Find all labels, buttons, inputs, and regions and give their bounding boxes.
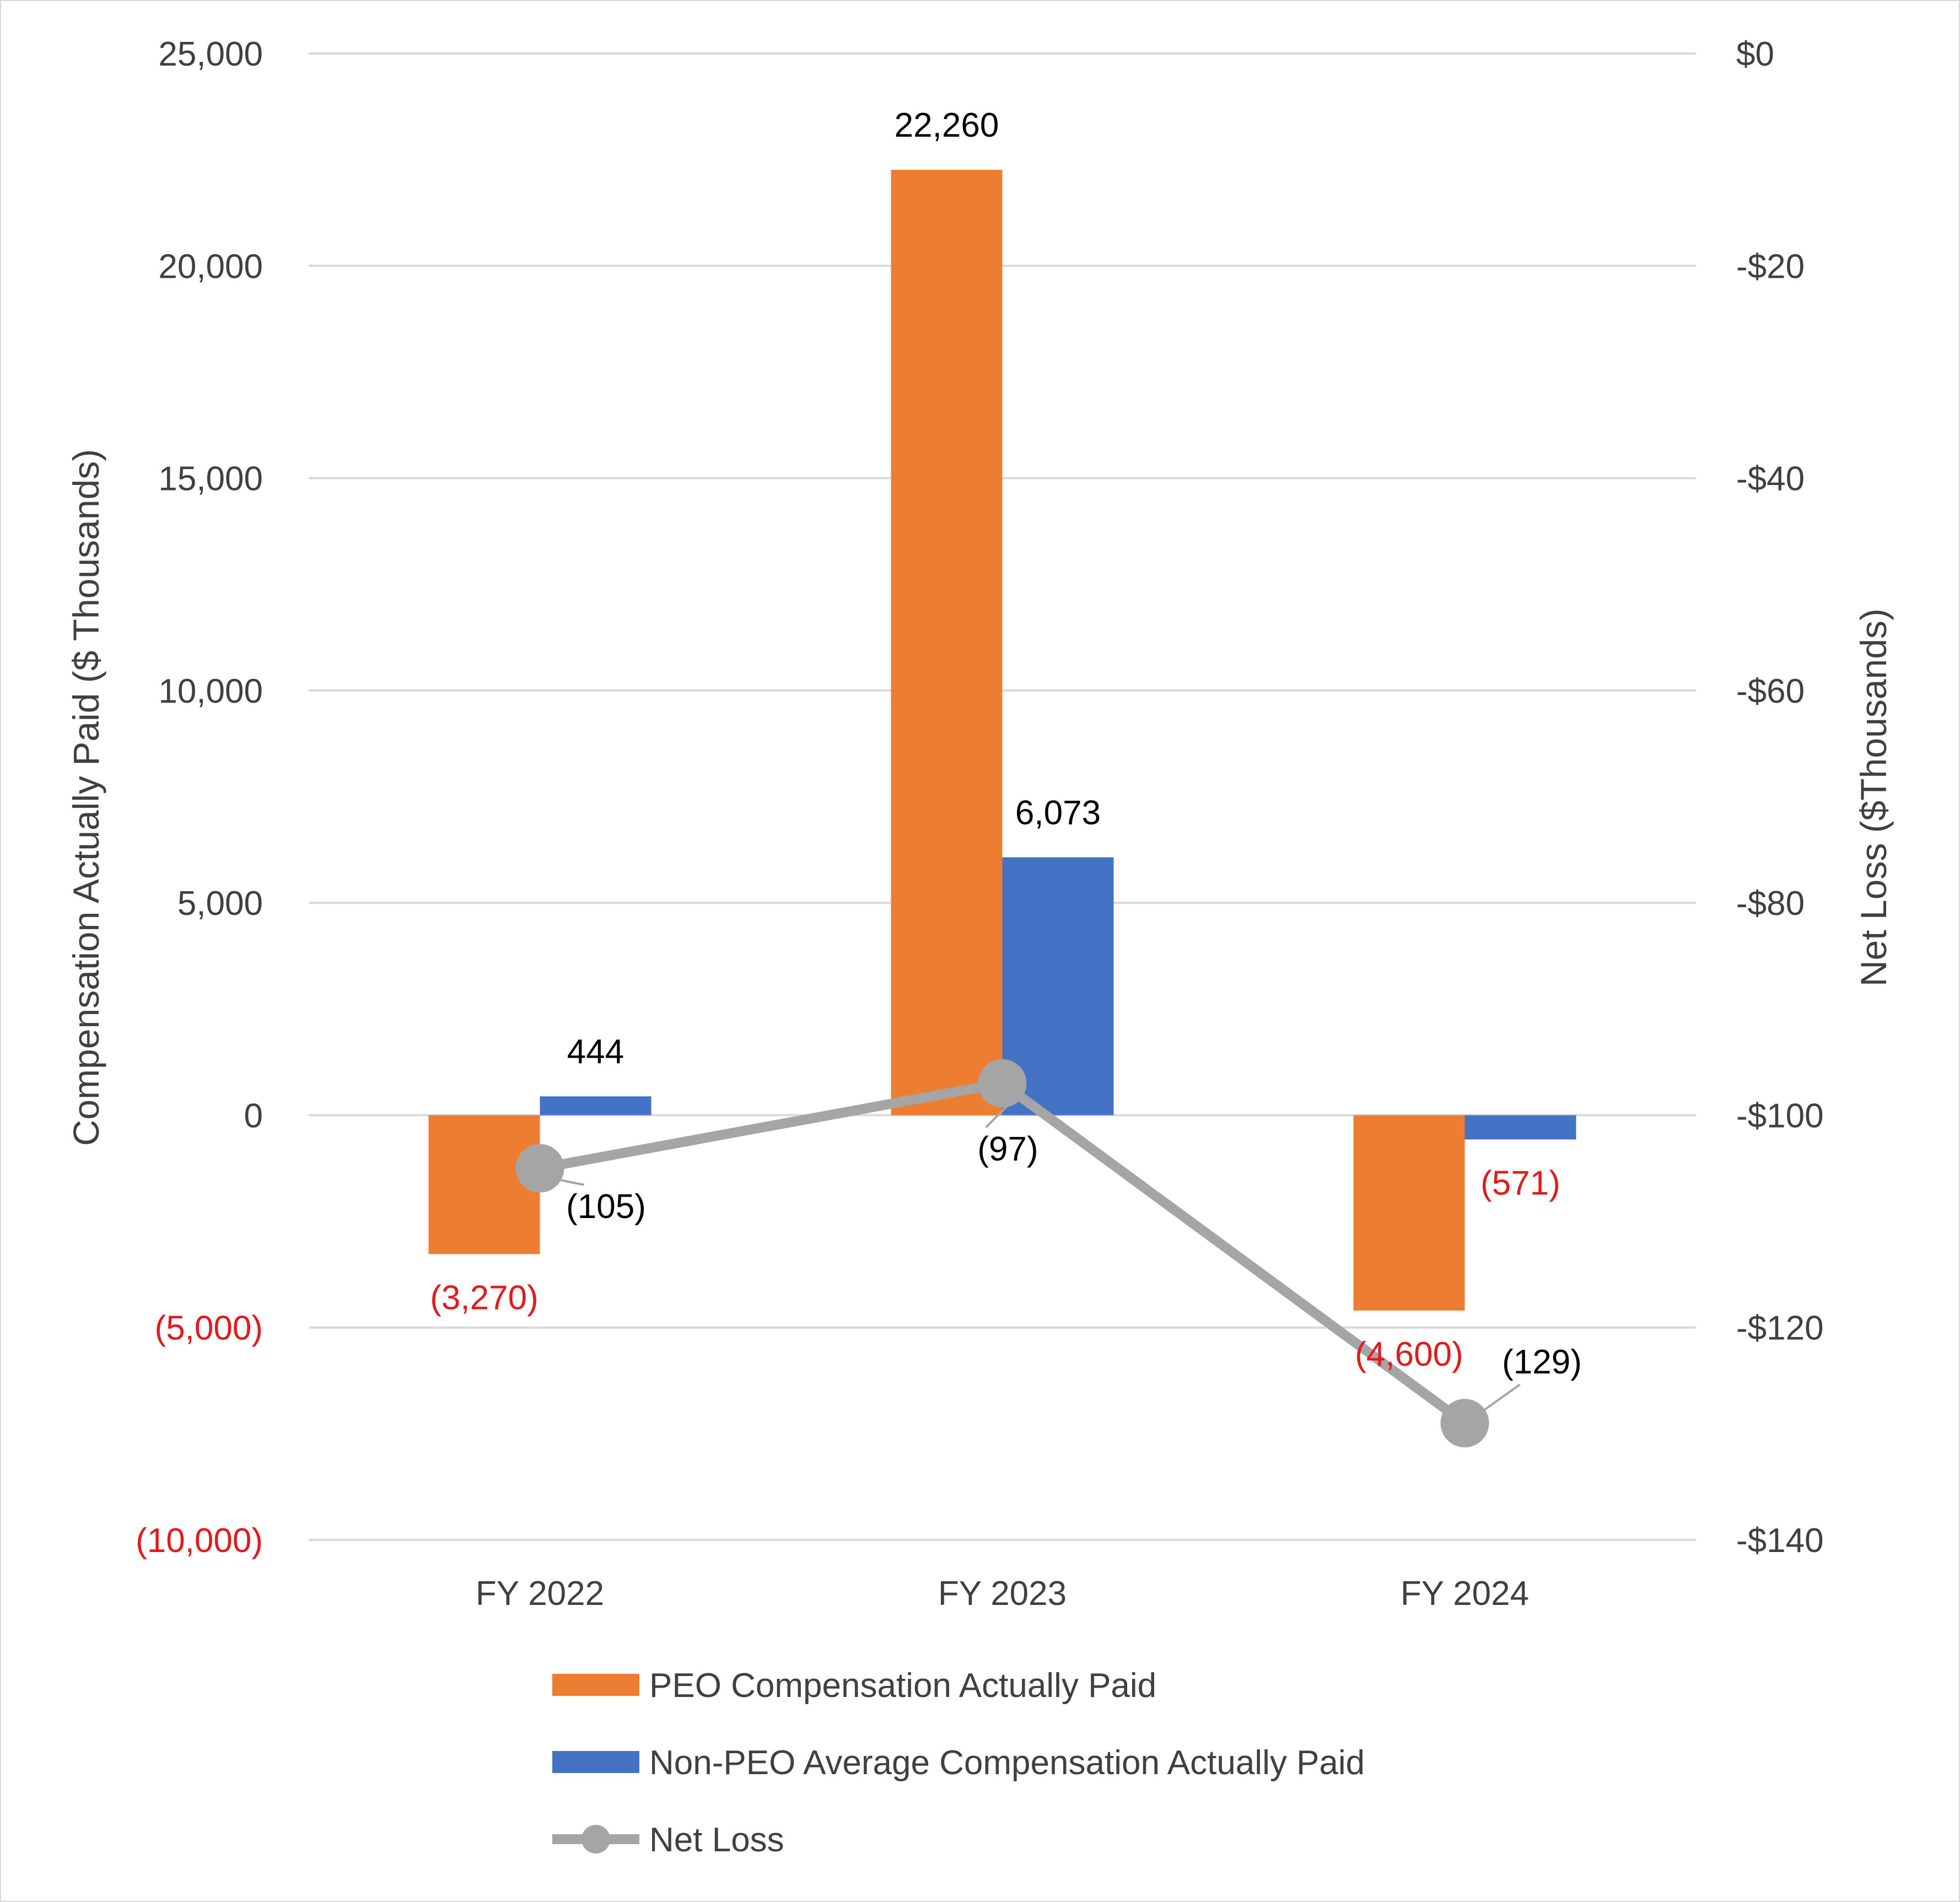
leader-line xyxy=(1480,1383,1521,1413)
y2-axis-title: Net Loss ($Thousands) xyxy=(1853,608,1894,987)
bar-data-label: (571) xyxy=(1480,1164,1560,1202)
y2-tick-label: -$40 xyxy=(1736,460,1805,498)
y-tick-label: 20,000 xyxy=(158,247,263,285)
y2-tick-label: -$60 xyxy=(1736,672,1805,710)
x-tick-label: FY 2023 xyxy=(938,1575,1067,1613)
y-tick-label: (5,000) xyxy=(155,1310,263,1348)
net-loss-marker xyxy=(1440,1399,1489,1448)
legend-label: PEO Compensation Actually Paid xyxy=(649,1667,1156,1705)
bar-data-label: 6,073 xyxy=(1015,794,1101,832)
y-tick-label: 5,000 xyxy=(177,885,263,923)
bar-data-label: (3,270) xyxy=(430,1279,538,1317)
net-loss-marker xyxy=(515,1144,564,1193)
net-loss-data-label: (105) xyxy=(566,1188,646,1226)
net-loss-data-label: (129) xyxy=(1502,1343,1582,1381)
x-tick-label: FY 2022 xyxy=(476,1575,604,1613)
legend-label: Non-PEO Average Compensation Actually Pa… xyxy=(649,1744,1365,1782)
legend-swatch-0 xyxy=(552,1674,639,1696)
bar-peo xyxy=(428,1115,540,1254)
bar-non-peo xyxy=(1464,1115,1576,1140)
y-tick-label: (10,000) xyxy=(136,1522,263,1560)
y-tick-label: 10,000 xyxy=(158,672,263,710)
y-tick-label: 0 xyxy=(244,1097,263,1135)
y2-tick-label: -$140 xyxy=(1736,1522,1824,1560)
bar-data-label: 22,260 xyxy=(895,106,999,144)
bar-data-label: (4,600) xyxy=(1355,1335,1463,1373)
y2-tick-label: -$20 xyxy=(1736,247,1805,285)
y2-tick-label: -$80 xyxy=(1736,885,1805,923)
legend-swatch-1 xyxy=(552,1751,639,1773)
bar-peo xyxy=(891,170,1003,1116)
leader-line xyxy=(556,1178,584,1186)
net-loss-marker xyxy=(978,1059,1027,1108)
leader-line xyxy=(985,1093,1020,1129)
y-axis-title: Compensation Actually Paid ($ Thousands) xyxy=(66,449,106,1146)
y-tick-label: 15,000 xyxy=(158,460,263,498)
bar-non-peo xyxy=(540,1096,651,1116)
legend-marker xyxy=(581,1825,610,1853)
y-tick-label: 25,000 xyxy=(158,35,263,73)
net-loss-data-label: (97) xyxy=(977,1130,1038,1168)
bar-data-label: 444 xyxy=(567,1033,624,1071)
y2-tick-label: -$100 xyxy=(1736,1097,1824,1135)
x-tick-label: FY 2024 xyxy=(1401,1575,1529,1613)
bar-peo xyxy=(1353,1115,1465,1311)
y2-tick-label: -$120 xyxy=(1736,1310,1824,1348)
y2-tick-label: $0 xyxy=(1736,35,1774,73)
legend-label: Net Loss xyxy=(649,1821,784,1859)
